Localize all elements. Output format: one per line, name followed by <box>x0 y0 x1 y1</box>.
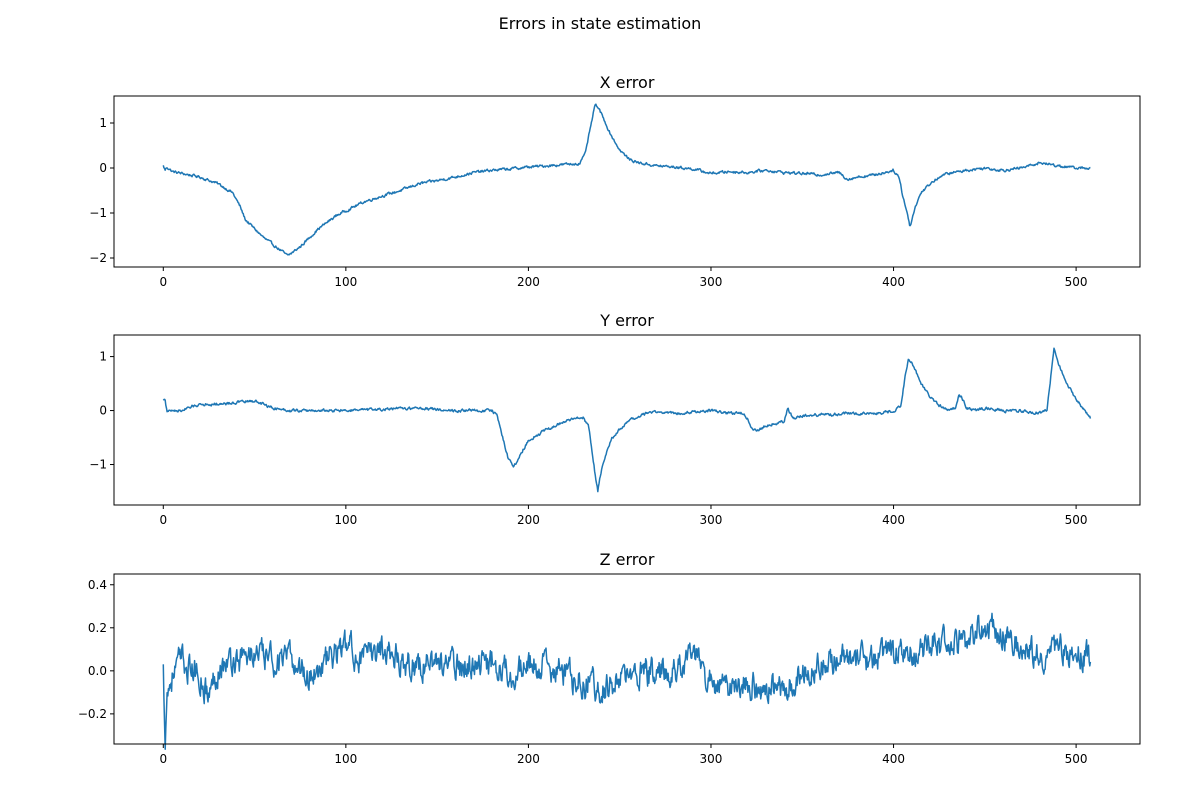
x-error-axes-border <box>113 95 1141 268</box>
z-error-ytick-label: 0.0 <box>88 664 107 678</box>
y-error-xtick-label: 400 <box>882 513 905 527</box>
y-error-xtick-label: 100 <box>334 513 357 527</box>
x-error-xtick-label: 100 <box>334 275 357 289</box>
y-error-xtick-label: 300 <box>700 513 723 527</box>
y-error-axes-frame <box>113 334 1141 506</box>
x-error-xtick-label: 0 <box>159 275 167 289</box>
x-error-ytick-label: 0 <box>99 161 107 175</box>
z-error-ytick-label: 0.4 <box>88 578 107 592</box>
x-error-title: X error <box>600 73 655 92</box>
z-error-title: Z error <box>600 550 655 569</box>
y-error-xtick-label: 0 <box>159 513 167 527</box>
z-error-series-line <box>162 612 1092 750</box>
z-error-xtick-label: 400 <box>882 752 905 766</box>
x-error-axes-frame <box>113 95 1141 268</box>
y-error-xtick-label: 500 <box>1065 513 1088 527</box>
z-error-xtick-label: 0 <box>159 752 167 766</box>
y-error-axes-border <box>113 334 1141 506</box>
z-error-xtick-label: 200 <box>517 752 540 766</box>
z-error-xtick-label: 100 <box>334 752 357 766</box>
z-error-subplot: Z error 0 100 200 300 400 500 −0.2 0.0 0.2 0.4 <box>78 550 1141 766</box>
z-error-xtick-label: 300 <box>700 752 723 766</box>
y-error-ytick-label: 0 <box>99 404 107 418</box>
x-error-subplot: X error 0 100 200 300 400 500 −2 −1 0 1 <box>89 73 1141 289</box>
x-error-series-line <box>162 103 1091 256</box>
x-error-ytick-label: 1 <box>99 116 107 130</box>
z-error-ytick-label: 0.2 <box>88 621 107 635</box>
y-error-ytick-label: −1 <box>89 458 107 472</box>
x-error-ytick-label: −1 <box>89 206 107 220</box>
z-error-xtick-label: 500 <box>1065 752 1088 766</box>
x-error-xtick-label: 500 <box>1065 275 1088 289</box>
y-error-ytick-label: 1 <box>99 350 107 364</box>
x-error-xtick-label: 300 <box>700 275 723 289</box>
z-error-axes-border <box>113 573 1141 745</box>
figure-title: Errors in state estimation <box>499 14 702 33</box>
y-error-subplot: Y error 0 100 200 300 400 500 −1 0 1 <box>89 311 1141 527</box>
x-error-xtick-label: 400 <box>882 275 905 289</box>
z-error-axes-frame <box>113 573 1141 745</box>
y-error-xtick-label: 200 <box>517 513 540 527</box>
x-error-ytick-label: −2 <box>89 251 107 265</box>
z-error-ytick-label: −0.2 <box>78 707 107 721</box>
x-error-xtick-label: 200 <box>517 275 540 289</box>
y-error-title: Y error <box>599 311 654 330</box>
y-error-series-line <box>162 347 1092 493</box>
